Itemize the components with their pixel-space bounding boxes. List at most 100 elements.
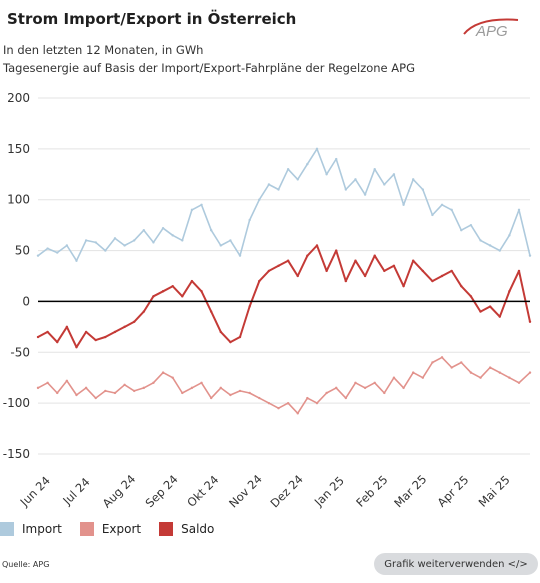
- data-point-export: [450, 366, 453, 369]
- data-point-saldo: [344, 279, 348, 283]
- data-point-export: [123, 383, 126, 387]
- data-point-import: [421, 188, 425, 191]
- data-point-export: [209, 396, 213, 400]
- legend-item-saldo[interactable]: Saldo: [159, 522, 214, 536]
- data-point-saldo: [123, 325, 126, 329]
- series-line-import: [37, 148, 531, 262]
- data-point-saldo: [209, 310, 213, 313]
- data-point-saldo: [238, 335, 242, 339]
- data-point-import: [65, 244, 69, 247]
- data-point-saldo: [373, 254, 376, 257]
- data-point-export: [248, 391, 251, 395]
- data-point-export: [84, 386, 88, 390]
- data-point-saldo: [411, 259, 415, 262]
- data-point-export: [238, 389, 242, 393]
- data-point-import: [258, 198, 261, 201]
- data-point-saldo: [113, 330, 117, 334]
- logo-text: APG: [475, 23, 508, 40]
- data-point-export: [383, 391, 386, 395]
- data-point-import: [528, 254, 532, 257]
- data-point-import: [383, 183, 386, 186]
- data-point-import: [46, 247, 49, 250]
- x-tick-label: Okt 24: [184, 473, 221, 510]
- data-point-import: [36, 254, 40, 257]
- data-point-export: [488, 366, 492, 369]
- data-point-export: [469, 371, 473, 374]
- data-point-export: [56, 391, 59, 395]
- source-note: Quelle: APG: [2, 560, 50, 569]
- data-point-import: [104, 249, 107, 252]
- data-point-saldo: [383, 269, 386, 273]
- embed-graphic-button[interactable]: Grafik weiterverwenden </>: [374, 553, 538, 575]
- data-point-export: [392, 376, 396, 379]
- legend-item-import[interactable]: Import: [0, 522, 62, 536]
- data-point-saldo: [75, 346, 78, 349]
- data-point-import: [469, 223, 473, 227]
- series-line-saldo: [37, 244, 531, 349]
- subtitle-period: In den letzten 12 Monaten, in GWh: [3, 43, 204, 57]
- data-point-saldo: [315, 244, 319, 247]
- data-point-saldo: [450, 269, 453, 273]
- data-point-saldo: [431, 279, 434, 283]
- data-point-saldo: [277, 264, 280, 268]
- x-tick-label: Mar 25: [391, 472, 429, 510]
- x-tick-label: Jan 25: [311, 473, 347, 509]
- data-point-export: [363, 386, 367, 390]
- data-point-export: [440, 356, 444, 359]
- x-tick-label: Sep 24: [143, 472, 181, 510]
- data-point-saldo: [36, 335, 40, 339]
- data-point-import: [440, 203, 444, 206]
- data-point-import: [488, 244, 492, 247]
- data-point-saldo: [528, 320, 532, 323]
- y-tick-label: 50: [15, 244, 30, 258]
- data-point-saldo: [479, 310, 482, 313]
- data-point-saldo: [363, 274, 367, 278]
- data-point-saldo: [421, 269, 425, 273]
- data-point-export: [133, 389, 136, 393]
- data-point-import: [411, 178, 415, 181]
- data-point-import: [450, 208, 453, 212]
- x-tick-label: Apr 25: [435, 473, 472, 510]
- data-point-export: [94, 396, 97, 400]
- data-point-export: [75, 393, 78, 397]
- data-point-saldo: [258, 279, 261, 283]
- data-point-saldo: [498, 315, 501, 318]
- data-point-saldo: [181, 295, 184, 298]
- x-tick-label: Dez 24: [267, 472, 305, 510]
- data-point-saldo: [200, 290, 203, 293]
- data-point-import: [325, 173, 328, 176]
- data-point-import: [286, 168, 290, 171]
- legend-swatch-saldo: [159, 522, 174, 536]
- data-point-import: [517, 208, 521, 212]
- data-point-export: [181, 391, 184, 395]
- data-point-saldo: [508, 290, 511, 293]
- data-point-export: [479, 376, 482, 379]
- data-point-import: [354, 178, 357, 181]
- x-tick-label: Mai 25: [476, 473, 513, 510]
- legend-item-export[interactable]: Export: [79, 522, 141, 536]
- data-point-import: [479, 239, 482, 242]
- data-point-saldo: [392, 264, 396, 268]
- data-point-export: [306, 396, 309, 400]
- data-point-import: [392, 173, 396, 176]
- data-point-import: [56, 251, 59, 254]
- data-point-import: [306, 162, 309, 166]
- legend-swatch-export: [79, 522, 94, 536]
- data-point-saldo: [469, 295, 473, 298]
- line-chart: 200 150 100 50 0 -50 -100 -150 Jun 24 Jul 24 Aug 2…: [3, 91, 532, 510]
- y-tick-label: -150: [3, 447, 30, 461]
- data-point-saldo: [142, 310, 146, 313]
- chart-title: Strom Import/Export in Österreich: [7, 10, 297, 28]
- x-tick-label: Feb 25: [353, 473, 390, 510]
- data-point-import: [431, 213, 434, 217]
- data-point-export: [152, 381, 155, 384]
- data-point-export: [113, 391, 117, 395]
- data-point-import: [460, 229, 463, 232]
- data-point-import: [315, 147, 319, 151]
- data-point-export: [528, 371, 532, 374]
- data-point-import: [84, 239, 88, 242]
- data-point-import: [402, 203, 405, 206]
- data-point-saldo: [56, 340, 59, 344]
- data-point-saldo: [460, 284, 463, 288]
- y-tick-label: 100: [7, 193, 30, 207]
